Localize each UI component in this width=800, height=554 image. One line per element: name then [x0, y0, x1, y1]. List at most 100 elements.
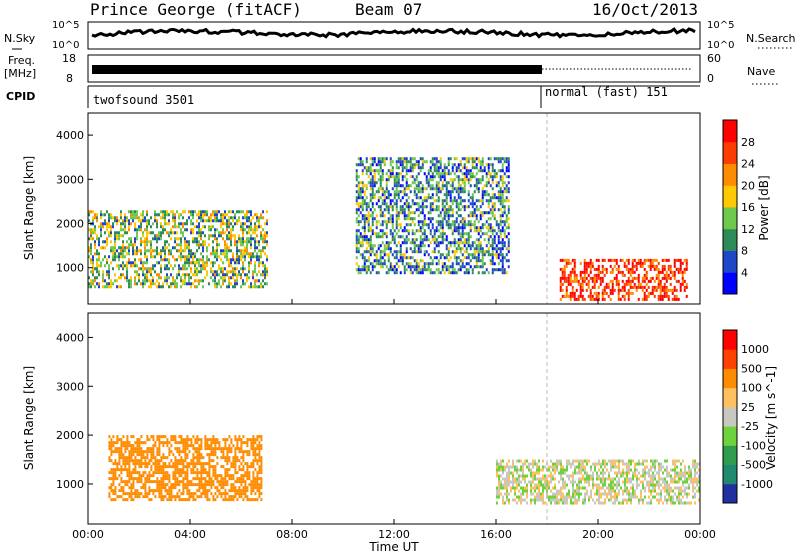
velocity-pixel — [558, 501, 560, 505]
power-pixel — [665, 258, 668, 262]
power-pixel — [178, 216, 180, 220]
power-pixel — [409, 211, 412, 215]
power-pixel — [234, 270, 236, 274]
power-pixel — [144, 276, 146, 280]
power-pixel — [507, 247, 510, 251]
velocity-pixel — [196, 447, 199, 451]
velocity-pixel — [232, 483, 235, 487]
power-pixel — [427, 238, 430, 242]
power-pixel — [405, 199, 408, 203]
power-pixel — [379, 211, 382, 215]
velocity-pixel — [580, 468, 582, 472]
velocity-pixel — [120, 444, 123, 448]
power-pixel — [371, 268, 374, 272]
power-pixel — [493, 241, 496, 245]
power-pixel — [415, 187, 418, 191]
power-pixel — [92, 258, 94, 262]
velocity-pixel — [152, 474, 155, 478]
power-pixel — [403, 238, 406, 242]
velocity-pixel — [240, 456, 243, 460]
power-pixel — [615, 273, 618, 277]
power-pixel — [361, 187, 364, 191]
velocity-pixel — [248, 450, 251, 454]
power-pixel — [168, 231, 170, 235]
power-pixel — [409, 247, 412, 251]
power-pixel — [465, 166, 468, 170]
velocity-pixel — [156, 438, 159, 442]
power-pixel — [641, 264, 644, 268]
power-pixel — [581, 276, 584, 280]
velocity-pixel — [156, 453, 159, 457]
power-pixel — [88, 282, 90, 286]
power-pixel — [355, 244, 358, 248]
power-pixel — [367, 223, 370, 227]
power-pixel — [445, 244, 448, 248]
velocity-pixel — [572, 489, 574, 493]
velocity-pixel — [516, 459, 518, 463]
power-pixel — [228, 210, 230, 214]
power-pixel — [379, 256, 382, 260]
power-pixel — [385, 184, 388, 188]
velocity-pixel — [180, 462, 183, 466]
power-pixel — [429, 229, 432, 233]
power-pixel — [429, 268, 432, 272]
power-pixel — [457, 229, 460, 233]
power-pixel — [405, 256, 408, 260]
power-pixel — [457, 190, 460, 194]
power-pixel — [146, 219, 148, 223]
velocity-pixel — [568, 492, 570, 496]
velocity-pixel — [194, 492, 197, 496]
power-pixel — [499, 229, 502, 233]
power-pixel — [481, 190, 484, 194]
power-pixel — [435, 268, 438, 272]
velocity-pixel — [562, 495, 564, 499]
power-pixel — [357, 208, 360, 212]
power-pixel — [162, 210, 164, 214]
power-pixel — [387, 244, 390, 248]
velocity-pixel — [518, 480, 520, 484]
power-pixel — [435, 208, 438, 212]
velocity-pixel — [606, 462, 608, 466]
power-pixel — [627, 297, 630, 301]
power-pixel — [144, 255, 146, 259]
velocity-pixel — [238, 447, 241, 451]
power-pixel — [393, 241, 396, 245]
power-pixel — [194, 210, 196, 214]
power-pixel — [591, 285, 594, 289]
power-pixel — [463, 175, 466, 179]
power-pixel — [651, 285, 654, 289]
power-pixel — [671, 291, 674, 295]
power-pixel — [140, 222, 142, 226]
power-pixel — [172, 255, 174, 259]
power-pixel — [138, 273, 140, 277]
power-pixel — [413, 217, 416, 221]
power-pixel — [495, 232, 498, 236]
power-pixel — [395, 220, 398, 224]
power-pixel — [200, 252, 202, 256]
power-pixel — [487, 271, 490, 275]
power-pixel — [685, 282, 688, 286]
power-pixel — [507, 217, 510, 221]
velocity-pixel — [196, 435, 199, 439]
power-pixel — [447, 247, 450, 251]
velocity-pixel — [210, 465, 213, 469]
velocity-pixel — [586, 462, 588, 466]
velocity-pixel — [246, 486, 249, 490]
velocity-pixel — [128, 495, 131, 499]
power-pixel — [481, 265, 484, 269]
power-pixel — [617, 285, 620, 289]
power-pixel — [447, 271, 450, 275]
velocity-pixel — [156, 465, 159, 469]
power-pixel — [405, 214, 408, 218]
power-pixel — [677, 297, 680, 301]
power-pixel — [160, 249, 162, 253]
velocity-pixel — [186, 492, 189, 496]
power-pixel — [479, 247, 482, 251]
power-pixel — [156, 213, 158, 217]
velocity-pixel — [212, 483, 215, 487]
velocity-pixel — [554, 468, 556, 472]
power-pixel — [445, 238, 448, 242]
power-pixel — [565, 294, 568, 298]
power-pixel — [112, 255, 114, 259]
power-pixel — [92, 273, 94, 277]
